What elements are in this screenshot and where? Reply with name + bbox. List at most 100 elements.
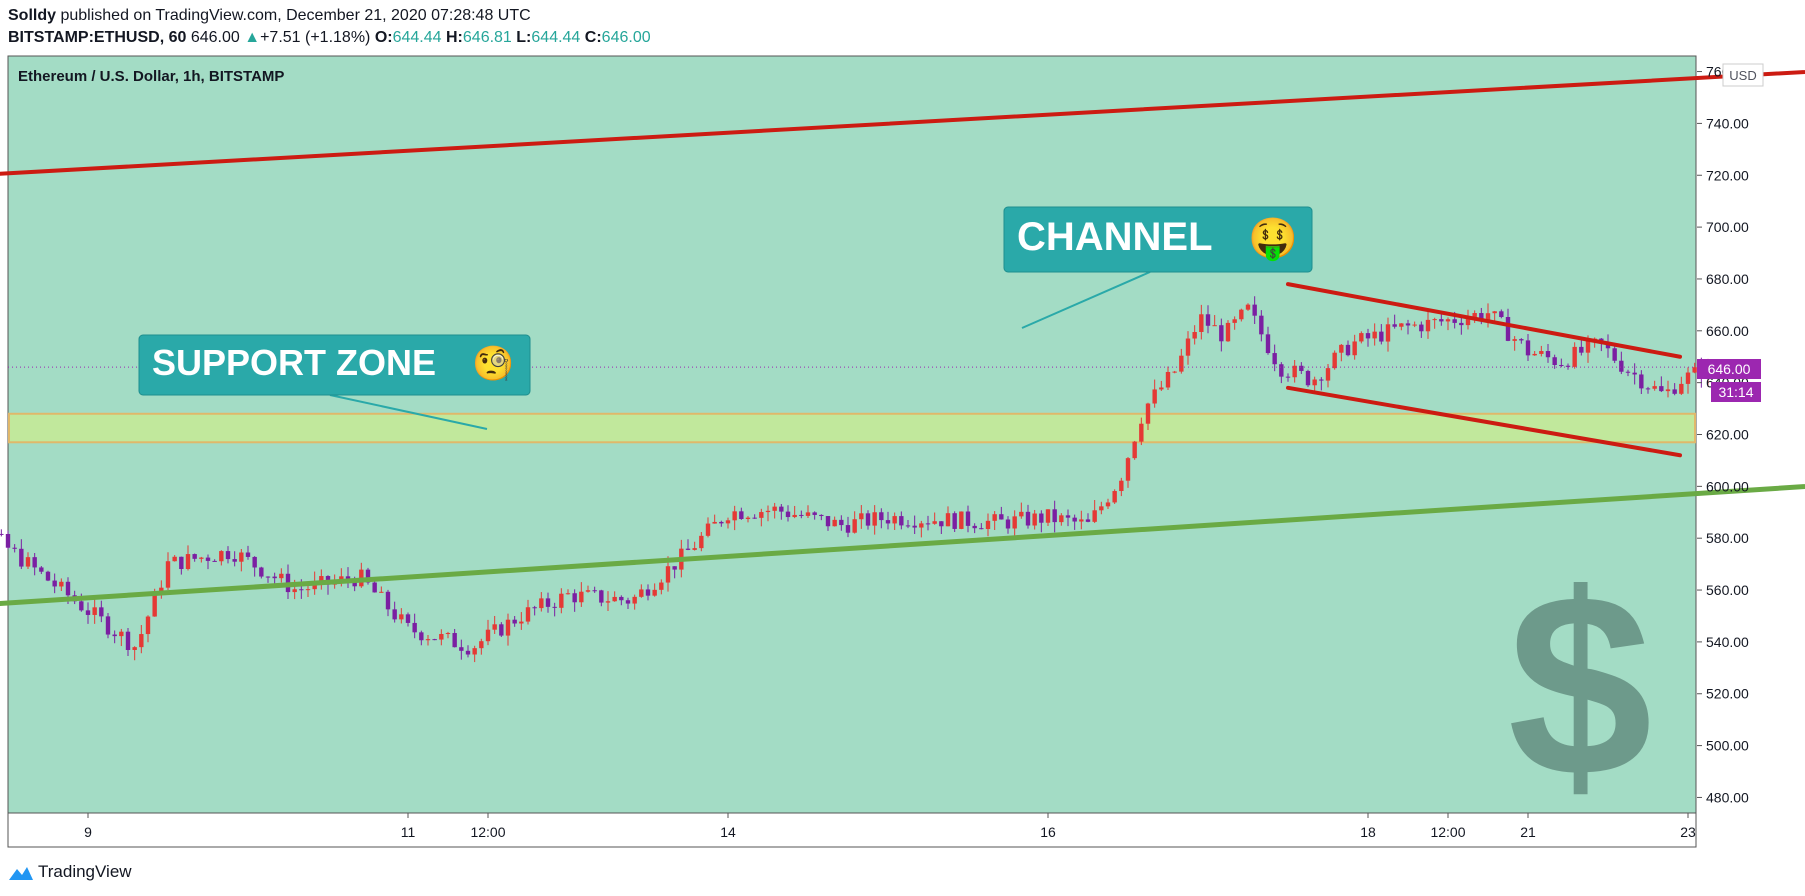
- candle-body: [1499, 311, 1504, 318]
- author-name[interactable]: Solldy: [8, 7, 57, 24]
- candle-body: [1659, 386, 1664, 392]
- candle-body: [579, 591, 584, 603]
- candle-body: [625, 600, 631, 604]
- candle-body: [1339, 344, 1344, 353]
- candle-body: [1425, 319, 1431, 332]
- candle-body: [739, 511, 744, 520]
- candle-body: [972, 525, 977, 529]
- open-label: O:: [374, 29, 393, 46]
- support-callout-pointer: [329, 394, 488, 430]
- candle-body: [645, 589, 651, 596]
- candle-body: [979, 528, 984, 530]
- candle-body: [1232, 319, 1237, 323]
- candle-body: [105, 616, 111, 635]
- candle-body: [1139, 423, 1144, 442]
- candle-body: [1245, 304, 1251, 310]
- candle-body: [685, 548, 691, 550]
- candle-body: [1645, 388, 1651, 390]
- y-tick-label: 720.00: [1706, 167, 1749, 183]
- candle-body: [252, 556, 257, 568]
- candle-body: [1399, 323, 1404, 327]
- candle-body: [1205, 314, 1211, 326]
- candle-body: [145, 616, 151, 635]
- candle-body: [999, 514, 1004, 520]
- candle-body: [939, 521, 944, 527]
- candle-body: [152, 591, 157, 617]
- candle-body: [1345, 344, 1351, 356]
- candle-body: [959, 511, 964, 529]
- candle-body: [725, 520, 731, 524]
- candle-body: [1145, 403, 1151, 424]
- candle-body: [1252, 304, 1257, 316]
- candle-body: [125, 631, 131, 650]
- candle-body: [1512, 339, 1517, 341]
- candle-body: [832, 519, 837, 527]
- candle-body: [1152, 389, 1157, 404]
- candle-body: [752, 517, 757, 519]
- candle-body: [1612, 348, 1617, 361]
- candle-body: [1119, 480, 1124, 492]
- candle-body: [1372, 331, 1377, 339]
- candle-body: [1619, 360, 1624, 372]
- candle-body: [552, 606, 557, 608]
- chart-title: Ethereum / U.S. Dollar, 1h, BITSTAMP: [18, 68, 284, 85]
- trendline-channel-bottom[interactable]: [1286, 385, 1682, 458]
- candle-body: [112, 634, 117, 637]
- candle-body: [1679, 383, 1684, 394]
- candle-body: [1065, 515, 1071, 518]
- tradingview-brand[interactable]: TradingView: [8, 862, 132, 882]
- candle-body: [1379, 331, 1384, 342]
- y-tick-label: 600.00: [1706, 478, 1749, 494]
- candle-body: [439, 634, 444, 640]
- candle-body: [492, 624, 497, 630]
- candle-body: [159, 587, 164, 592]
- symbol-info: BITSTAMP:ETHUSD, 60 646.00 ▲+7.51 (+1.18…: [8, 29, 651, 47]
- candle-body: [912, 525, 917, 528]
- candlestick-series: [0, 296, 1711, 663]
- y-tick-label: 560.00: [1706, 582, 1749, 598]
- trendline-support-trend[interactable]: [0, 458, 1805, 608]
- candle-body: [1079, 519, 1084, 522]
- candle-body: [1005, 519, 1011, 529]
- candle-body: [1412, 324, 1417, 326]
- y-tick-label: 480.00: [1706, 789, 1749, 805]
- trendline-channel-top[interactable]: [1286, 282, 1682, 359]
- candle-body: [32, 557, 37, 568]
- x-tick-label: 9: [84, 824, 92, 840]
- price-axis[interactable]: [1697, 56, 1797, 813]
- candle-body: [1445, 319, 1451, 322]
- y-tick-label: 700.00: [1706, 219, 1749, 235]
- candle-body: [705, 523, 711, 536]
- candle-body: [1545, 351, 1551, 358]
- candle-body: [539, 598, 544, 609]
- support-zone-label[interactable]: [138, 334, 531, 396]
- candle-body: [819, 514, 824, 517]
- candle-body: [12, 547, 17, 549]
- last-price-tag-text: 646.00: [1708, 361, 1751, 377]
- candle-body: [1259, 315, 1264, 335]
- candle-body: [1505, 317, 1511, 341]
- candle-body: [1219, 325, 1224, 342]
- y-tick-label: 680.00: [1706, 271, 1749, 287]
- x-tick-label: 16: [1040, 824, 1056, 840]
- candle-body: [85, 610, 91, 615]
- candle-body: [1199, 314, 1204, 332]
- candle-body: [345, 576, 351, 581]
- currency-box[interactable]: [1722, 63, 1764, 87]
- candle-body: [272, 576, 277, 579]
- candle-body: [425, 639, 431, 641]
- y-tick-label: 500.00: [1706, 738, 1749, 754]
- x-tick-label: 23: [1680, 824, 1696, 840]
- candle-body: [772, 506, 777, 511]
- support-zone-band[interactable]: [8, 412, 1696, 444]
- candle-body: [659, 582, 664, 590]
- time-axis[interactable]: [7, 812, 1697, 848]
- candle-body: [1072, 517, 1077, 522]
- candle-body: [172, 556, 177, 562]
- candle-body: [479, 641, 484, 649]
- close-value: 646.00: [601, 29, 651, 46]
- candle-body: [792, 514, 797, 518]
- published-text: published on TradingView.com, December 2…: [60, 7, 531, 24]
- channel-label[interactable]: [1003, 206, 1313, 273]
